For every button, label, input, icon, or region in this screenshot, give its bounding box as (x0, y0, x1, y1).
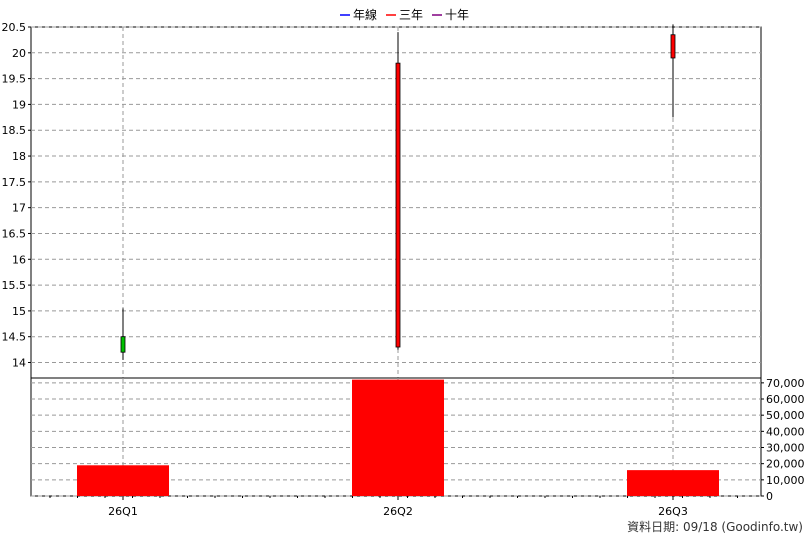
legend-label-ten-year: 十年 (445, 8, 469, 22)
volume-tick-label: 40,000 (766, 425, 805, 438)
volume-tick-label: 70,000 (766, 377, 805, 390)
price-tick-label: 20 (12, 47, 26, 60)
candles (120, 24, 676, 360)
legend: 年線 三年 十年 (340, 7, 469, 22)
candle-body (670, 34, 676, 59)
price-tick-label: 18.5 (2, 124, 27, 137)
price-tick-label: 15 (12, 305, 26, 318)
volume-tick-label: 30,000 (766, 442, 805, 455)
volume-panel: 0 10,000 20,000 30,000 40,000 50,000 60,000 70,… (30, 377, 805, 503)
price-tick-label: 20.5 (2, 21, 27, 34)
legend-item-ten-year: 十年 (432, 8, 469, 22)
candle-26Q2 (395, 32, 401, 350)
x-axis: 26Q1 26Q2 26Q3 (49, 496, 738, 518)
price-tick-label: 14.5 (2, 331, 27, 344)
legend-label-annual: 年線 (353, 7, 377, 22)
volume-tick-label: 10,000 (766, 474, 805, 487)
candle-26Q1 (120, 308, 126, 360)
volume-y-axis: 0 10,000 20,000 30,000 40,000 50,000 60,000 70,… (761, 377, 805, 503)
price-tick-label: 17.5 (2, 176, 27, 189)
price-panel: 14 14.5 15 15.5 16 16.5 17 17.5 18 18.5 19 19.5 20 20… (2, 21, 762, 379)
price-tick-label: 16 (12, 253, 26, 266)
legend-item-three-year: 三年 (386, 8, 423, 22)
volume-tick-label: 50,000 (766, 409, 805, 422)
x-tick-label: 26Q3 (658, 505, 688, 518)
volume-tick-label: 60,000 (766, 393, 805, 406)
price-y-axis: 14 14.5 15 15.5 16 16.5 17 17.5 18 18.5 19 19.5 20 20… (2, 21, 31, 370)
price-tick-label: 18 (12, 150, 26, 163)
price-tick-label: 19.5 (2, 73, 27, 86)
candle-body (120, 336, 126, 353)
volume-bars (77, 379, 719, 496)
volume-bar-26Q2 (352, 379, 444, 496)
volume-tick-label: 0 (766, 490, 773, 503)
volume-bar-26Q3 (627, 470, 719, 496)
x-tick-label: 26Q1 (108, 505, 138, 518)
legend-item-annual: 年線 (340, 7, 377, 22)
price-tick-label: 17 (12, 202, 26, 215)
volume-tick-label: 20,000 (766, 458, 805, 471)
candle-body (395, 62, 401, 348)
legend-label-three-year: 三年 (399, 8, 423, 22)
volume-bar-26Q1 (77, 465, 169, 496)
candle-26Q3 (670, 24, 676, 118)
price-tick-label: 19 (12, 98, 26, 111)
x-tick-label: 26Q2 (383, 505, 413, 518)
data-date-footer: 資料日期: 09/18 (Goodinfo.tw) (627, 520, 803, 534)
price-tick-label: 16.5 (2, 227, 27, 240)
price-tick-label: 15.5 (2, 279, 27, 292)
price-tick-label: 14 (12, 357, 26, 370)
